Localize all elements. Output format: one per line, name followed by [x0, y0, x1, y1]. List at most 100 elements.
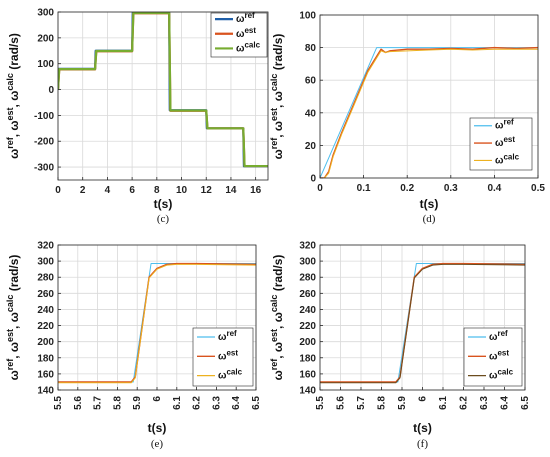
x-tick-label: 5.7 — [356, 396, 367, 410]
y-axis-label: ωref, ωest, ωcalc (rad/s) — [269, 255, 285, 381]
y-tick-label: 180 — [37, 353, 54, 364]
x-tick-label: 0.5 — [531, 183, 545, 194]
x-tick-label: 6.2 — [192, 396, 203, 410]
axes-box — [57, 11, 269, 181]
x-tick-label: 6 — [418, 396, 429, 402]
x-tick-label: 8 — [154, 185, 160, 196]
x-tick-label: 5.7 — [93, 396, 104, 410]
x-tick-label: 6.3 — [479, 396, 490, 410]
y-tick-label: 260 — [37, 289, 54, 300]
x-tick-label: 6.1 — [172, 396, 183, 410]
y-tick-label: 300 — [37, 257, 54, 268]
legend-label: ωcalc — [236, 40, 261, 55]
y-tick-label: 300 — [299, 257, 316, 268]
series-line-calc — [320, 263, 525, 384]
x-tick-label: 5.5 — [315, 396, 326, 410]
series-line-calc — [58, 12, 268, 168]
y-tick-label: 320 — [37, 241, 54, 252]
x-tick-label: 5.5 — [53, 396, 64, 410]
x-axis-label: t(s) — [154, 197, 173, 211]
x-tick-label: 0.4 — [487, 183, 501, 194]
x-tick-label: 0 — [55, 185, 61, 196]
y-tick-label: 60 — [305, 76, 317, 87]
x-axis-label: t(s) — [420, 197, 439, 211]
y-tick-label: 140 — [37, 386, 54, 397]
x-tick-label: 6 — [129, 185, 135, 196]
x-tick-label: 6.3 — [211, 396, 222, 410]
chart-panel-1: 0 0.1 0.2 0.3 0.4 0.5 0 20 40 60 80 100 t(s) ωref, ωe… — [269, 11, 545, 226]
x-tick-label: 5.6 — [336, 396, 347, 410]
legend-label: ωref — [495, 117, 514, 132]
panel-caption: (f) — [417, 438, 428, 450]
y-tick-label: 140 — [299, 386, 316, 397]
y-tick-label: 0 — [48, 85, 54, 96]
legend-label: ωref — [489, 328, 508, 343]
series-line-ref — [320, 47, 538, 178]
y-tick-label: -200 — [34, 137, 54, 148]
y-axis-label: ωref, ωest, ωcalc (rad/s) — [5, 255, 21, 381]
x-tick-label: 6.4 — [231, 396, 242, 410]
panel-caption: (e) — [151, 438, 164, 450]
x-tick-label: 6.5 — [251, 396, 262, 410]
legend-label: ωest — [495, 135, 515, 150]
y-tick-label: 180 — [299, 353, 316, 364]
x-tick-label: 14 — [225, 185, 237, 196]
legend-label: ωref — [236, 11, 255, 26]
y-tick-label: 280 — [299, 273, 316, 284]
y-tick-label: 20 — [305, 141, 317, 152]
x-tick-label: 5.8 — [377, 396, 388, 410]
y-tick-label: -300 — [34, 163, 54, 174]
x-tick-label: 5.8 — [112, 396, 123, 410]
y-tick-label: 100 — [37, 59, 54, 70]
x-tick-label: 12 — [201, 185, 213, 196]
y-tick-label: 240 — [299, 305, 316, 316]
x-tick-label: 5.6 — [73, 396, 84, 410]
x-tick-label: 0.2 — [400, 183, 414, 194]
x-tick-label: 6.4 — [500, 396, 511, 410]
series-line-est — [320, 262, 525, 383]
legend-label: ωref — [218, 328, 237, 343]
y-tick-label: 200 — [37, 33, 54, 44]
y-tick-label: -100 — [34, 111, 54, 122]
y-tick-label: 280 — [37, 273, 54, 284]
x-tick-label: 16 — [250, 185, 262, 196]
y-tick-label: 220 — [37, 321, 54, 332]
x-tick-label: 10 — [176, 185, 188, 196]
x-tick-label: 0.1 — [357, 183, 371, 194]
y-tick-label: 300 — [37, 8, 54, 19]
x-tick-label: 5.9 — [397, 396, 408, 410]
x-tick-label: 2 — [80, 185, 86, 196]
y-axis-label: ωref, ωest, ωcalc (rad/s) — [5, 33, 21, 159]
x-tick-label: 0.3 — [444, 183, 458, 194]
y-tick-label: 200 — [299, 337, 316, 348]
legend-label: ωcalc — [218, 367, 243, 382]
chart-panel-2: 5.5 5.6 5.7 5.8 5.9 6 6.1 6.2 6.3 6.4 6.5 140 160 180… — [5, 241, 262, 451]
legend-label: ωcalc — [489, 367, 514, 382]
y-axis-label: ωref, ωest, ωcalc (rad/s) — [269, 34, 285, 160]
series-line-est — [58, 262, 256, 383]
panel-caption: (c) — [157, 213, 170, 225]
y-tick-label: 320 — [299, 241, 316, 252]
chart-panel-0: 0 2 4 6 8 10 12 14 16 -300 -200 -100 0 100 200 300 t(s) ω… — [5, 8, 269, 225]
x-axis-label: t(s) — [148, 421, 167, 435]
panel-caption: (d) — [423, 213, 436, 225]
y-tick-label: 160 — [37, 369, 54, 380]
x-tick-label: 6.5 — [520, 396, 531, 410]
series-line-calc — [320, 48, 538, 178]
y-tick-label: 40 — [305, 108, 317, 119]
legend-label: ωest — [218, 348, 238, 363]
y-tick-label: 0 — [310, 174, 316, 185]
y-tick-label: 160 — [299, 369, 316, 380]
legend-box — [469, 117, 533, 171]
legend-box — [210, 12, 268, 58]
x-axis-label: t(s) — [413, 421, 432, 435]
x-tick-label: 6.1 — [438, 396, 449, 410]
x-tick-label: 5.9 — [132, 396, 143, 410]
x-tick-label: 6.2 — [459, 396, 470, 410]
x-tick-label: 4 — [105, 185, 111, 196]
series-line-calc — [58, 263, 256, 384]
y-tick-label: 80 — [305, 43, 317, 54]
y-tick-label: 260 — [299, 289, 316, 300]
legend-label: ωest — [489, 348, 509, 363]
